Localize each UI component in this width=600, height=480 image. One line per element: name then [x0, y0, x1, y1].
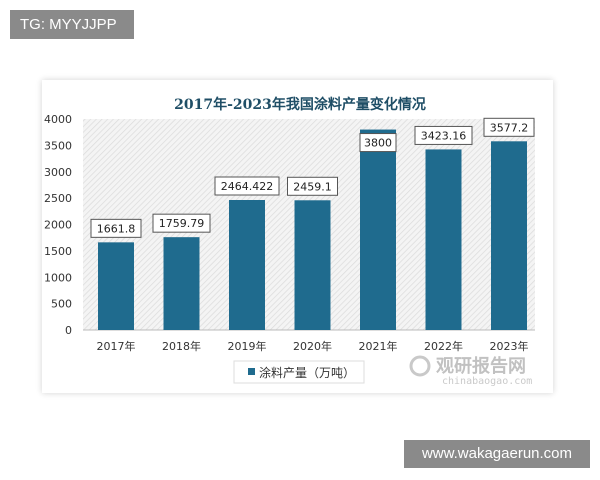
x-tick-label: 2021年 — [359, 339, 398, 353]
y-tick-label: 2000 — [44, 219, 72, 232]
y-tick-label: 3500 — [44, 139, 72, 152]
chart-title: 2017年-2023年我国涂料产量变化情况 — [174, 96, 426, 113]
data-label: 3800 — [364, 137, 392, 150]
x-tick-label: 2022年 — [424, 339, 463, 353]
bar — [163, 237, 200, 330]
y-tick-label: 500 — [51, 298, 72, 311]
legend — [233, 360, 365, 384]
data-label-box — [359, 133, 397, 153]
x-tick-label: 2018年 — [162, 339, 201, 353]
x-tick-label: 2020年 — [293, 339, 332, 353]
data-label-box — [287, 176, 338, 196]
bar — [491, 141, 527, 330]
y-tick-label: 0 — [65, 324, 72, 337]
data-label-box — [214, 176, 280, 196]
y-tick-label: 1000 — [44, 271, 72, 284]
overlay-label-bottom: www.wakagaerun.com — [404, 440, 590, 468]
data-label: 2459.1 — [293, 180, 332, 193]
bar — [294, 200, 331, 330]
x-tick-label: 2019年 — [228, 339, 267, 353]
data-label-box — [90, 218, 142, 238]
x-tick-label: 2017年 — [97, 339, 136, 353]
overlay-label-top: TG: MYYJJPP — [10, 10, 134, 39]
bar — [425, 149, 462, 330]
data-label: 2464.422 — [221, 180, 274, 193]
y-tick-label: 3000 — [44, 166, 72, 179]
bar — [98, 242, 134, 330]
bar — [360, 129, 396, 330]
x-tick-label: 2023年 — [490, 339, 529, 353]
data-label: 3423.16 — [421, 129, 467, 142]
data-label-box — [483, 117, 535, 137]
svg-text:观研报告网: 观研报告网 — [436, 355, 526, 377]
data-label: 1759.79 — [159, 217, 205, 230]
y-tick-label: 2500 — [44, 192, 72, 205]
bar — [229, 200, 265, 330]
svg-text:chinabaogao.com: chinabaogao.com — [442, 376, 532, 387]
watermark-logo: 观研报告网 chinabaogao.com — [409, 355, 532, 387]
data-label: 1661.8 — [97, 222, 136, 235]
data-label: 3577.2 — [490, 121, 529, 134]
legend-swatch — [248, 368, 255, 375]
y-tick-label: 1500 — [44, 245, 72, 258]
data-label-box — [414, 125, 473, 145]
legend-label: 涂料产量（万吨） — [259, 365, 355, 380]
y-tick-label: 4000 — [44, 113, 72, 126]
data-label-box — [152, 213, 211, 233]
